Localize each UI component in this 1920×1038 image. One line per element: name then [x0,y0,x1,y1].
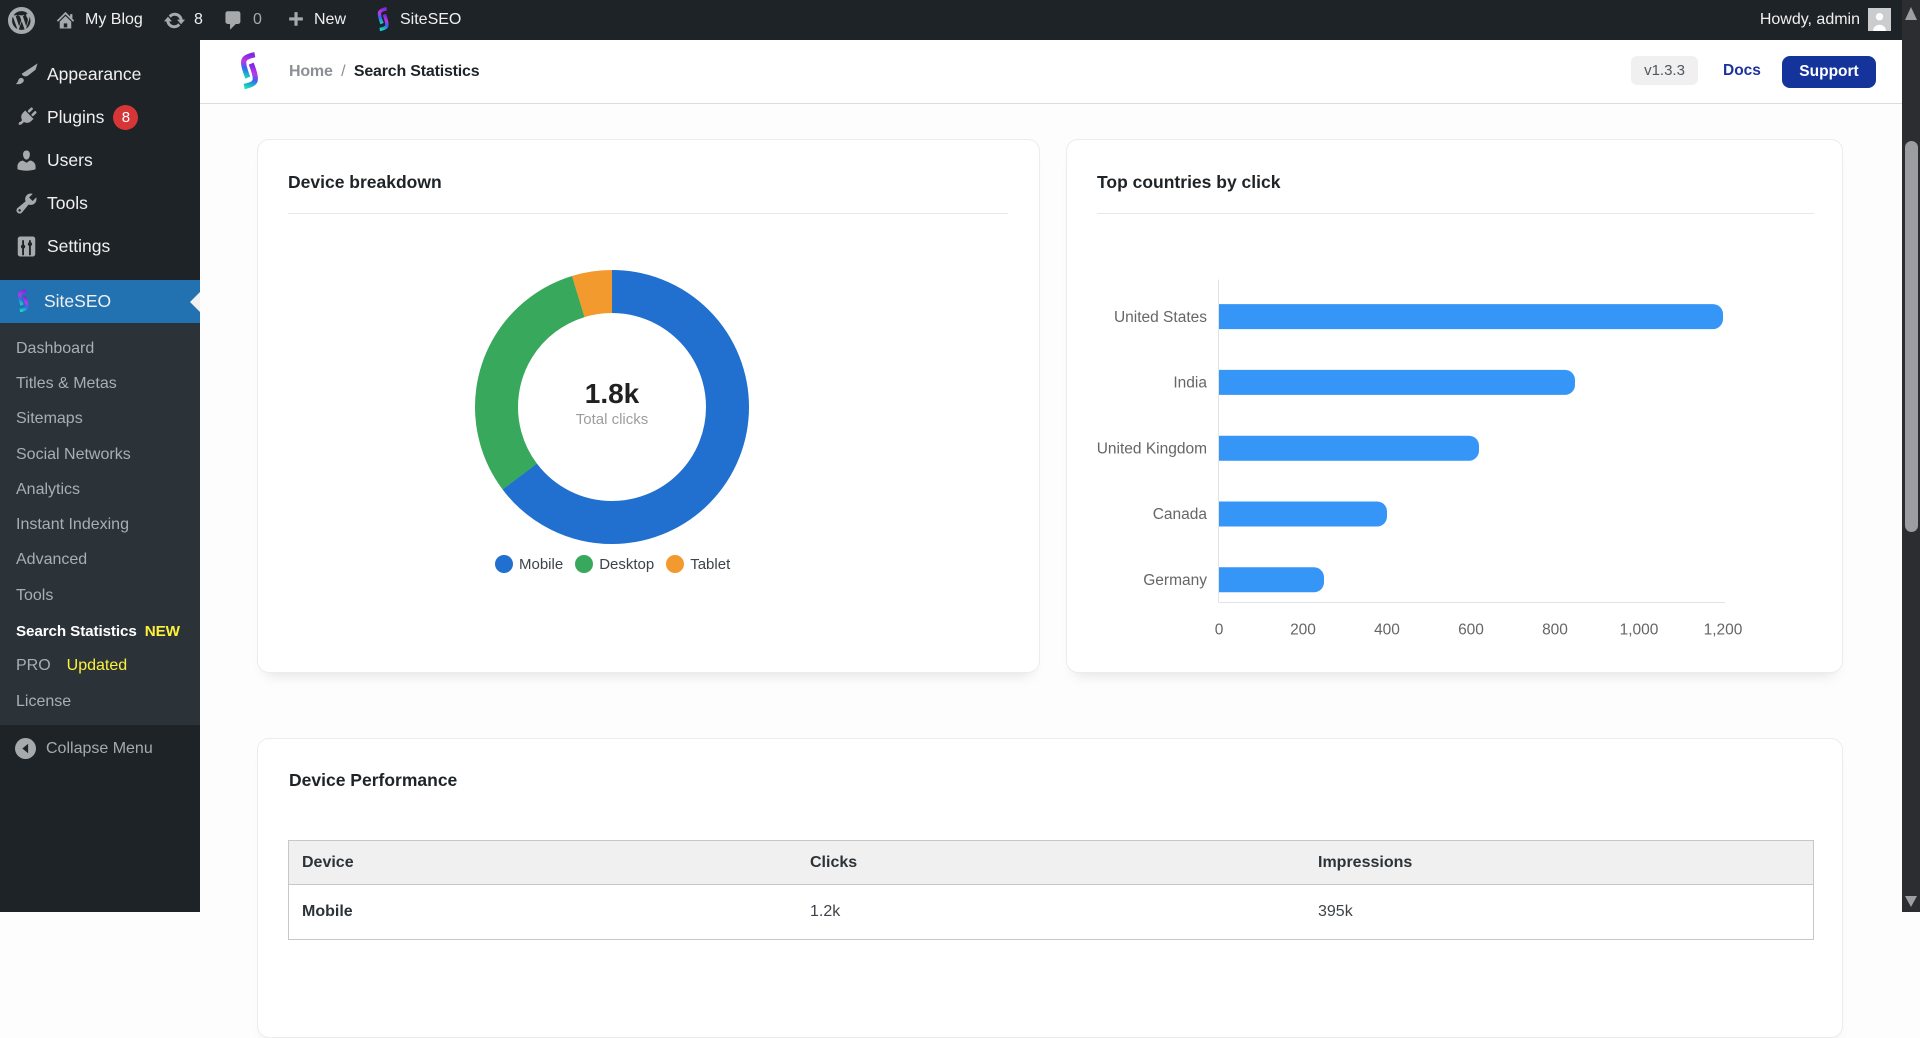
svg-text:India: India [1173,375,1207,392]
svg-text:0: 0 [1215,622,1224,639]
svg-text:400: 400 [1374,622,1400,639]
svg-text:600: 600 [1458,622,1484,639]
svg-text:200: 200 [1290,622,1316,639]
svg-text:Germany: Germany [1143,572,1207,589]
svg-text:800: 800 [1542,622,1568,639]
svg-text:1,000: 1,000 [1620,622,1659,639]
svg-text:1,200: 1,200 [1704,622,1743,639]
svg-text:United Kingdom: United Kingdom [1097,440,1207,457]
svg-text:United States: United States [1114,309,1207,326]
svg-text:Canada: Canada [1153,506,1208,523]
